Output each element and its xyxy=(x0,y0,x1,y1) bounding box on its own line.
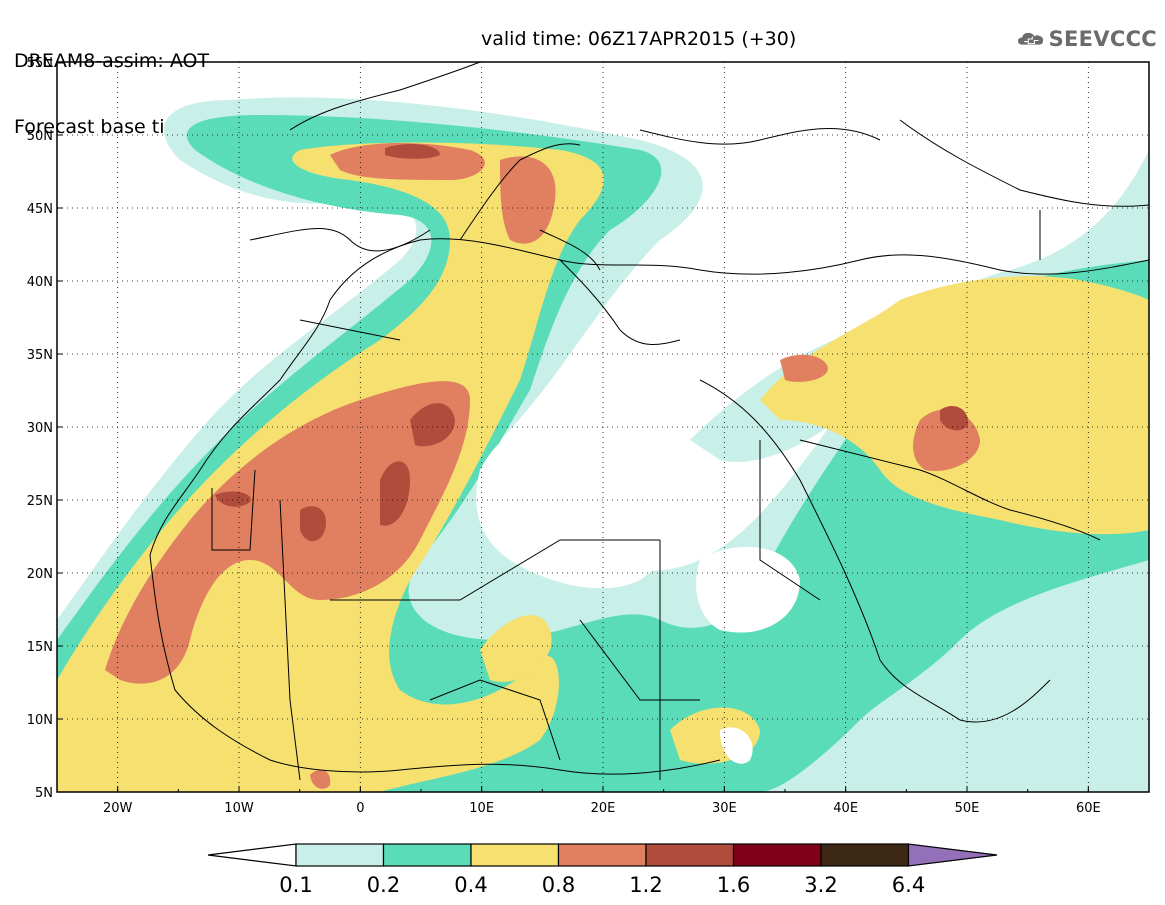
colorbar-box xyxy=(732,843,822,867)
colorbar-under-triangle xyxy=(207,843,297,867)
lon-label: 20W xyxy=(103,801,133,816)
colorbar-level-label: 0.2 xyxy=(367,873,400,897)
map-title: DREAM8-assim: AOT xyxy=(14,50,210,72)
latitude-labels: 55N 50N 45N 40N 35N 30N 25N 20N 15N 10N 5N xyxy=(27,56,63,801)
colorbar-box xyxy=(820,843,910,867)
longitude-labels: 20W 10W 0 10E 20E 30E 40E 50E 60E xyxy=(56,786,1150,816)
lon-label: 60E xyxy=(1076,801,1101,816)
colorbar-level-label: 0.1 xyxy=(279,873,312,897)
aot-field xyxy=(57,97,1149,792)
colorbar-level-label: 6.4 xyxy=(892,873,925,897)
coastlines xyxy=(149,61,1150,781)
lat-label: 50N xyxy=(27,129,53,144)
colorbar-level-label: 0.8 xyxy=(542,873,575,897)
lat-label: 10N xyxy=(27,713,53,728)
lat-label: 5N xyxy=(35,786,53,801)
colorbar-level-label: 3.2 xyxy=(804,873,837,897)
lat-label: 55N xyxy=(27,56,53,71)
lat-label: 35N xyxy=(27,348,53,363)
lon-label: 30E xyxy=(712,801,737,816)
colorbar-box xyxy=(295,843,385,867)
cloud-icon xyxy=(1018,32,1044,45)
lat-label: 30N xyxy=(27,421,53,436)
lon-label: 50E xyxy=(955,801,980,816)
lon-label: 10W xyxy=(224,801,254,816)
lon-label: 40E xyxy=(833,801,858,816)
lat-label: 45N xyxy=(27,202,53,217)
lat-label: 15N xyxy=(27,640,53,655)
aot-low-holes xyxy=(476,410,800,764)
lat-label: 40N xyxy=(27,275,53,290)
lon-label: 0 xyxy=(356,801,364,816)
colorbar-box xyxy=(382,843,472,867)
colorbar-box xyxy=(557,843,647,867)
colorbar-level-label: 0.4 xyxy=(454,873,487,897)
colorbar: 0.1 0.2 0.4 0.8 1.2 1.6 3.2 6.4 xyxy=(207,843,998,897)
lon-label: 20E xyxy=(591,801,616,816)
colorbar-level-label: 1.2 xyxy=(629,873,662,897)
graticule xyxy=(57,62,1149,792)
seevccc-logo: SEEVCCC xyxy=(1017,22,1157,56)
logo-text: SEEVCCC xyxy=(1048,27,1157,51)
valid-time: valid time: 06Z17APR2015 (+30) xyxy=(481,28,797,50)
colorbar-box xyxy=(470,843,560,867)
lat-label: 20N xyxy=(27,567,53,582)
colorbar-level-label: 1.6 xyxy=(717,873,750,897)
colorbar-box xyxy=(645,843,735,867)
colorbar-over-triangle xyxy=(907,843,998,867)
lon-label: 10E xyxy=(469,801,494,816)
aot-band-1-2 xyxy=(215,144,969,542)
lat-label: 25N xyxy=(27,494,53,509)
